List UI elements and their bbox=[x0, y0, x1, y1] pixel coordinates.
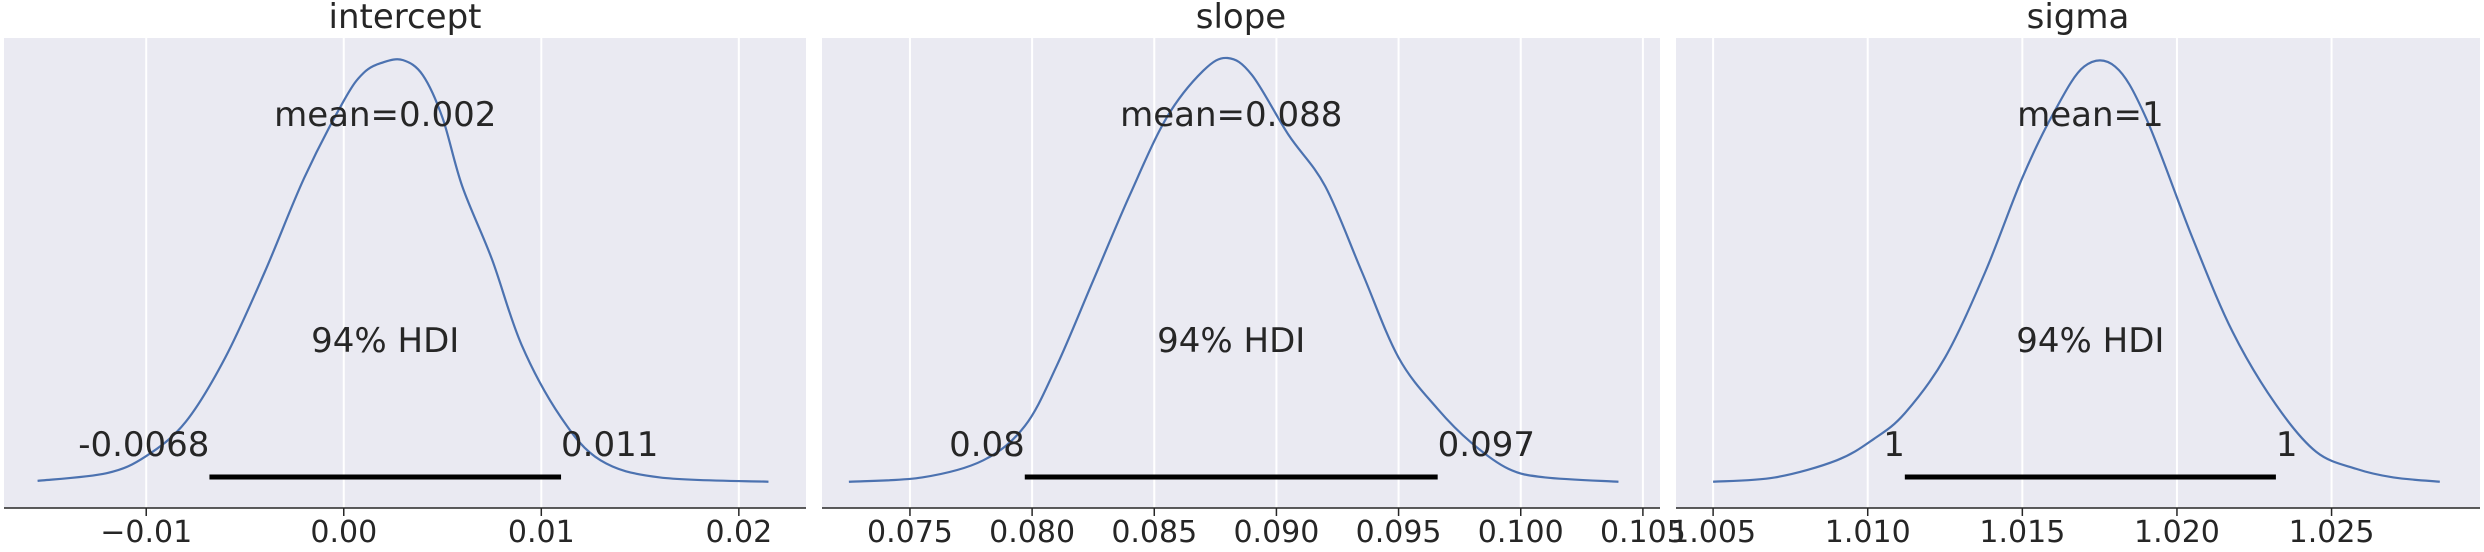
plot-area-intercept bbox=[4, 38, 806, 508]
hdi-label-intercept: 94% HDI bbox=[311, 321, 459, 361]
tick-label-slope-0: 0.075 bbox=[867, 515, 953, 550]
tick-label-intercept-0: −0.01 bbox=[100, 515, 192, 550]
tick-label-sigma-3: 1.020 bbox=[2134, 515, 2220, 550]
mean-label-slope: mean=0.088 bbox=[1120, 95, 1342, 135]
tick-label-intercept-2: 0.01 bbox=[508, 515, 575, 550]
density-curve-slope bbox=[848, 56, 1619, 483]
hdi-low-label-intercept: -0.0068 bbox=[78, 425, 209, 465]
tick-label-sigma-0: 1.005 bbox=[1670, 515, 1756, 550]
tick-label-sigma-4: 1.025 bbox=[2289, 515, 2375, 550]
tick-label-slope-4: 0.095 bbox=[1356, 515, 1442, 550]
hdi-low-label-slope: 0.08 bbox=[949, 425, 1025, 465]
tick-label-slope-5: 0.100 bbox=[1478, 515, 1564, 550]
plot-area-sigma bbox=[1676, 38, 2480, 508]
panel-slope bbox=[822, 38, 1660, 516]
hdi-label-slope: 94% HDI bbox=[1157, 321, 1305, 361]
hdi-label-sigma: 94% HDI bbox=[2016, 321, 2164, 361]
hdi-low-label-sigma: 1 bbox=[1883, 425, 1905, 465]
tick-label-sigma-1: 1.010 bbox=[1825, 515, 1911, 550]
tick-label-slope-3: 0.090 bbox=[1233, 515, 1319, 550]
density-curve-sigma bbox=[1713, 59, 2440, 483]
mean-label-intercept: mean=0.002 bbox=[274, 95, 496, 135]
tick-label-slope-6: 0.105 bbox=[1600, 515, 1686, 550]
hdi-high-label-sigma: 1 bbox=[2276, 425, 2298, 465]
tick-label-slope-2: 0.085 bbox=[1111, 515, 1197, 550]
panel-intercept bbox=[4, 38, 806, 516]
panel-title-slope: slope bbox=[1196, 0, 1286, 37]
tick-label-slope-1: 0.080 bbox=[989, 515, 1075, 550]
tick-label-intercept-3: 0.02 bbox=[705, 515, 772, 550]
panel-sigma bbox=[1676, 38, 2480, 516]
tick-label-intercept-1: 0.00 bbox=[310, 515, 377, 550]
mean-label-sigma: mean=1 bbox=[2017, 95, 2164, 135]
panel-title-intercept: intercept bbox=[329, 0, 482, 37]
hdi-high-label-intercept: 0.011 bbox=[561, 425, 658, 465]
density-curve-intercept bbox=[37, 58, 769, 483]
panel-title-sigma: sigma bbox=[2027, 0, 2130, 37]
tick-label-sigma-2: 1.015 bbox=[1979, 515, 2065, 550]
hdi-high-label-slope: 0.097 bbox=[1438, 425, 1535, 465]
